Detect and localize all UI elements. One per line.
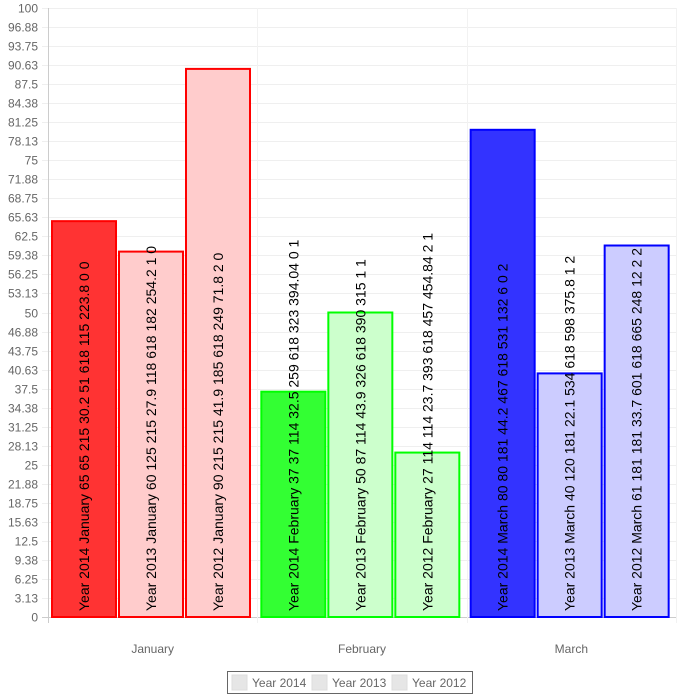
x-category-label: February [338, 642, 386, 656]
y-tick-label: 46.88 [8, 326, 38, 340]
y-tick-label: 93.75 [8, 40, 38, 54]
legend-item-label[interactable]: Year 2013 [332, 676, 387, 690]
bar-labels: Year 2014 January 65 65 215 30.2 51 618 … [76, 233, 645, 611]
bars [51, 67, 670, 619]
legend-box [227, 671, 473, 694]
x-category-label: March [555, 642, 588, 656]
y-tick-label: 68.75 [8, 192, 38, 206]
legend-item-label[interactable]: Year 2014 [252, 676, 307, 690]
bar-value-label: Year 2013 March 40 120 181 22.1 534 618 … [562, 256, 578, 611]
bar-value-label: Year 2014 February 37 37 114 32.5 259 61… [285, 239, 301, 611]
x-category-label: January [131, 642, 174, 656]
bar[interactable] [185, 67, 251, 618]
y-tick-label: 15.63 [8, 516, 38, 530]
y-tick-label: 100 [18, 2, 38, 16]
bar[interactable] [603, 244, 670, 618]
x-axis-categories: January February March [131, 642, 588, 656]
y-tick-label: 71.88 [8, 173, 38, 187]
bar[interactable] [260, 390, 327, 619]
y-tick-label: 3.13 [15, 592, 39, 606]
legend-swatch[interactable] [391, 674, 408, 691]
bar[interactable] [394, 451, 461, 618]
y-tick-label: 12.5 [15, 535, 39, 549]
y-tick-label: 37.5 [15, 383, 39, 397]
y-tick-label: 18.75 [8, 497, 38, 511]
y-tick-label: 62.5 [15, 230, 39, 244]
y-tick-label: 28.13 [8, 440, 38, 454]
y-tick-label: 96.88 [8, 21, 38, 35]
y-tick-label: 75 [25, 154, 39, 168]
y-tick-label: 56.25 [8, 268, 38, 282]
legend-swatch[interactable] [311, 674, 328, 691]
bar[interactable] [469, 128, 536, 619]
y-tick-label: 65.63 [8, 211, 38, 225]
y-tick-label: 87.5 [15, 78, 39, 92]
bar[interactable] [536, 372, 603, 618]
bar-value-label: Year 2012 February 27 114 114 23.7 393 6… [419, 233, 435, 611]
bar[interactable] [118, 250, 184, 618]
y-tick-label: 78.13 [8, 135, 38, 149]
y-tick-label: 31.25 [8, 421, 38, 435]
bar[interactable] [51, 220, 117, 618]
bar-value-label: Year 2012 January 90 215 215 41.9 185 61… [210, 252, 226, 611]
bar-value-label: Year 2013 February 50 87 114 43.9 326 61… [352, 259, 368, 611]
y-tick-label: 6.25 [15, 573, 39, 587]
y-tick-label: 81.25 [8, 116, 38, 130]
y-tick-label: 43.75 [8, 345, 38, 359]
legend-item-label[interactable]: Year 2012 [412, 676, 467, 690]
y-axis-ticks: 0 3.13 6.25 9.38 12.5 15.63 18.75 21.88 25 28.13 3… [8, 2, 38, 625]
bar-value-label: Year 2014 January 65 65 215 30.2 51 618 … [76, 261, 92, 611]
y-tick-label: 34.38 [8, 402, 38, 416]
bar-value-label: Year 2013 January 60 125 215 27.9 118 61… [143, 246, 159, 611]
y-tick-label: 25 [25, 459, 39, 473]
y-tick-label: 0 [31, 611, 38, 625]
y-tick-label: 50 [25, 307, 39, 321]
y-tick-label: 53.13 [8, 287, 38, 301]
y-tick-label: 40.63 [8, 364, 38, 378]
bar[interactable] [327, 311, 394, 618]
y-tick-label: 21.88 [8, 478, 38, 492]
y-tick-label: 59.38 [8, 249, 38, 263]
y-tick-label: 84.38 [8, 97, 38, 111]
bar-value-label: Year 2012 March 61 181 181 33.7 601 618 … [629, 248, 645, 611]
legend: Year 2014 Year 2013 Year 2012 [227, 671, 473, 694]
bar-value-label: Year 2014 March 80 80 181 44.2 467 618 5… [495, 263, 511, 611]
legend-swatch[interactable] [231, 674, 248, 691]
y-tick-label: 90.63 [8, 59, 38, 73]
y-tick-label: 9.38 [15, 554, 39, 568]
